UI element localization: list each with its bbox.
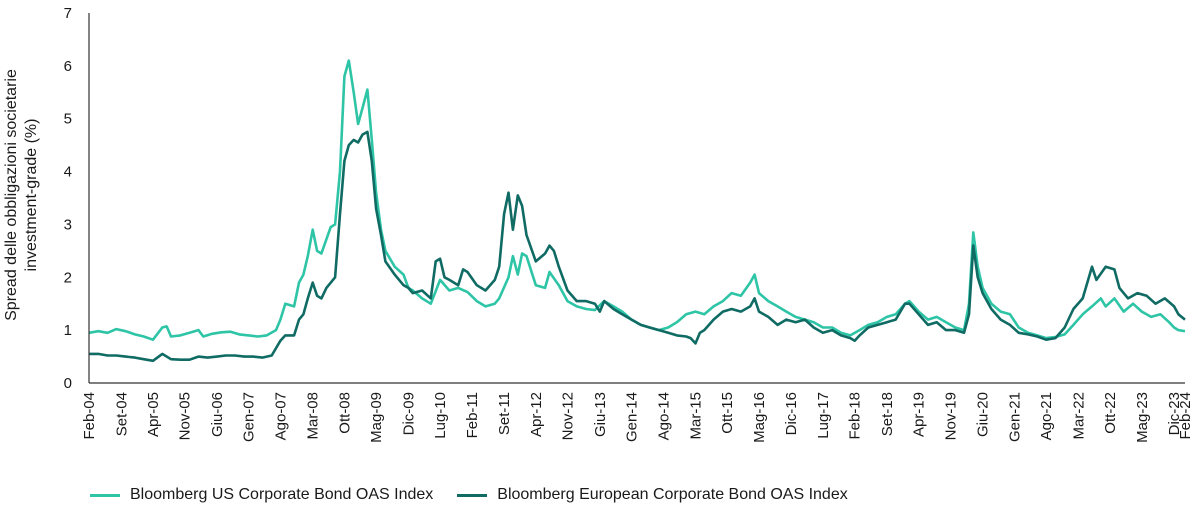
x-tick-label: Feb-24 xyxy=(1177,392,1194,440)
x-tick-label: Lug-10 xyxy=(432,392,449,439)
series-line-eu xyxy=(89,130,1186,363)
y-tick-label: 5 xyxy=(64,111,72,128)
y-tick-label: 3 xyxy=(64,216,72,233)
x-tick-label: Nov-12 xyxy=(560,392,577,440)
y-axis-label: Spread delle obbligazioni societarie inv… xyxy=(3,69,40,321)
x-tick-label: Feb-18 xyxy=(847,392,864,440)
x-tick-label: Mag-23 xyxy=(1134,392,1151,443)
legend-label-eu: Bloomberg European Corporate Bond OAS In… xyxy=(497,486,848,503)
x-tick-label: Ago-21 xyxy=(1038,392,1055,440)
legend-item-us: Bloomberg US Corporate Bond OAS Index xyxy=(90,486,433,504)
x-tick-label: Ago-14 xyxy=(655,392,672,440)
x-tick-label: Mag-16 xyxy=(751,392,768,443)
x-tick-label: Gen-14 xyxy=(624,392,641,442)
y-axis-label-line-1: Spread delle obbligazioni societarie xyxy=(3,69,20,321)
x-tick-label: Apr-05 xyxy=(145,392,162,437)
x-tick-label: Set-04 xyxy=(113,392,130,436)
x-tick-label: Ott-08 xyxy=(336,392,353,434)
x-tick-label: Set-11 xyxy=(496,392,513,435)
y-tick-label: 6 xyxy=(64,58,72,75)
x-tick-label: Gen-21 xyxy=(1006,392,1023,442)
x-tick-label: Ott-15 xyxy=(719,392,736,434)
y-tick-label: 1 xyxy=(64,322,72,339)
x-tick-label: Mar-08 xyxy=(305,392,322,440)
y-tick-label: 2 xyxy=(64,269,72,286)
x-tick-label: Nov-05 xyxy=(177,392,194,440)
legend-item-eu: Bloomberg European Corporate Bond OAS In… xyxy=(457,486,848,504)
x-tick-label: Ago-07 xyxy=(272,392,289,440)
series-lines xyxy=(88,59,1186,363)
x-tick-label: Dic-09 xyxy=(400,392,417,435)
y-axis-ticks: 0 1 2 3 4 5 6 7 xyxy=(64,5,72,392)
x-tick-label: Apr-12 xyxy=(528,392,545,437)
x-tick-label: Mar-22 xyxy=(1070,392,1087,440)
x-tick-label: Mag-09 xyxy=(368,392,385,443)
x-tick-label: Feb-04 xyxy=(81,392,98,440)
x-tick-label: Lug-17 xyxy=(815,392,832,439)
y-tick-label: 7 xyxy=(64,5,72,22)
y-tick-label: 4 xyxy=(64,164,72,181)
legend-label-us: Bloomberg US Corporate Bond OAS Index xyxy=(130,486,434,503)
x-tick-label: Gen-07 xyxy=(241,392,258,442)
x-axis-ticks: Feb-04 Set-04 Apr-05 Nov-05 Giu-06 Gen-07 Ago-… xyxy=(81,392,1194,443)
x-tick-label: Apr-19 xyxy=(911,392,928,437)
y-tick-label: 0 xyxy=(64,375,72,392)
legend: Bloomberg US Corporate Bond OAS Index Bl… xyxy=(90,486,848,504)
x-tick-label: Dic-16 xyxy=(783,392,800,435)
series-line-us xyxy=(88,59,1186,342)
x-tick-label: Nov-19 xyxy=(942,392,959,440)
x-tick-label: Mar-15 xyxy=(688,392,705,440)
x-tick-label: Giu-13 xyxy=(592,392,609,437)
x-tick-label: Ott-22 xyxy=(1102,392,1119,434)
x-tick-label: Feb-11 xyxy=(464,392,481,438)
x-tick-label: Dic-23 xyxy=(1166,392,1183,435)
legend-swatch-eu xyxy=(457,493,488,497)
x-tick-label: Giu-06 xyxy=(209,392,226,437)
y-axis-label-line-2: investment-grade (%) xyxy=(23,119,40,272)
legend-swatch-us xyxy=(90,493,120,497)
x-tick-label: Giu-20 xyxy=(975,392,992,437)
x-tick-label: Set-18 xyxy=(879,392,896,436)
